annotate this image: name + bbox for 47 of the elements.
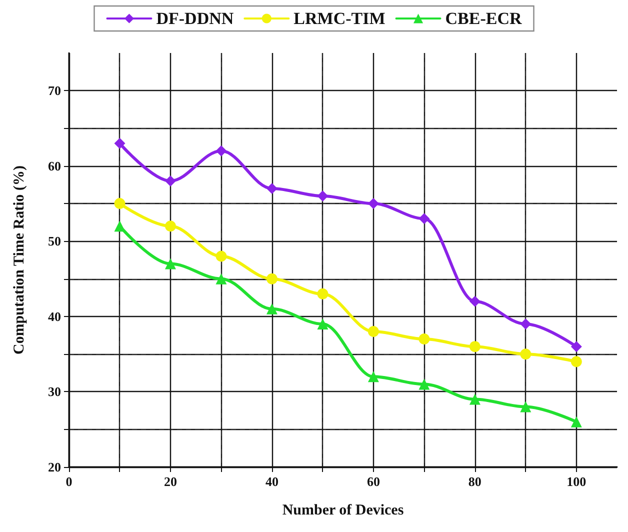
x-tick-label: 40	[265, 474, 278, 489]
point	[216, 145, 227, 156]
legend-label: LRMC-TIM	[294, 9, 386, 28]
point	[317, 318, 328, 330]
point	[317, 190, 328, 202]
y-axis-title: Computation Time Ratio (%)	[12, 165, 28, 355]
point	[570, 356, 582, 368]
point	[469, 394, 480, 405]
x-tick-label: 100	[566, 474, 586, 489]
y-tick-label: 50	[48, 234, 61, 249]
point	[520, 318, 532, 330]
y-tick-label: 60	[48, 158, 61, 174]
x-tick-label: 60	[366, 474, 380, 489]
point	[114, 138, 126, 149]
point	[570, 341, 582, 352]
point	[164, 175, 176, 186]
point	[114, 220, 126, 232]
x-tick-label: 80	[468, 474, 482, 489]
point	[164, 258, 176, 270]
point	[418, 334, 430, 345]
point	[570, 416, 582, 428]
point	[266, 273, 278, 284]
y-tick-label: 20	[48, 460, 61, 474]
point	[216, 250, 227, 262]
point	[216, 273, 227, 284]
point	[114, 198, 126, 210]
point	[418, 213, 430, 224]
legend-label: CBE-ECR	[445, 9, 522, 28]
point	[368, 326, 379, 338]
point	[266, 182, 278, 194]
point	[368, 198, 379, 210]
point	[368, 371, 379, 382]
point	[520, 348, 532, 360]
legend-label: DF-DDNN	[156, 9, 234, 28]
x-axis-title: Number of Devices	[282, 502, 404, 518]
point	[317, 288, 328, 300]
point	[520, 401, 532, 412]
point	[469, 341, 480, 352]
y-tick-label: 40	[48, 308, 61, 324]
point	[418, 378, 430, 390]
y-tick-label: 70	[48, 83, 61, 98]
y-tick-label: 30	[48, 384, 61, 400]
point	[164, 220, 176, 232]
x-tick-label: 20	[164, 474, 177, 489]
point	[266, 303, 278, 314]
x-tick-label: 0	[66, 474, 72, 489]
point	[469, 296, 480, 307]
